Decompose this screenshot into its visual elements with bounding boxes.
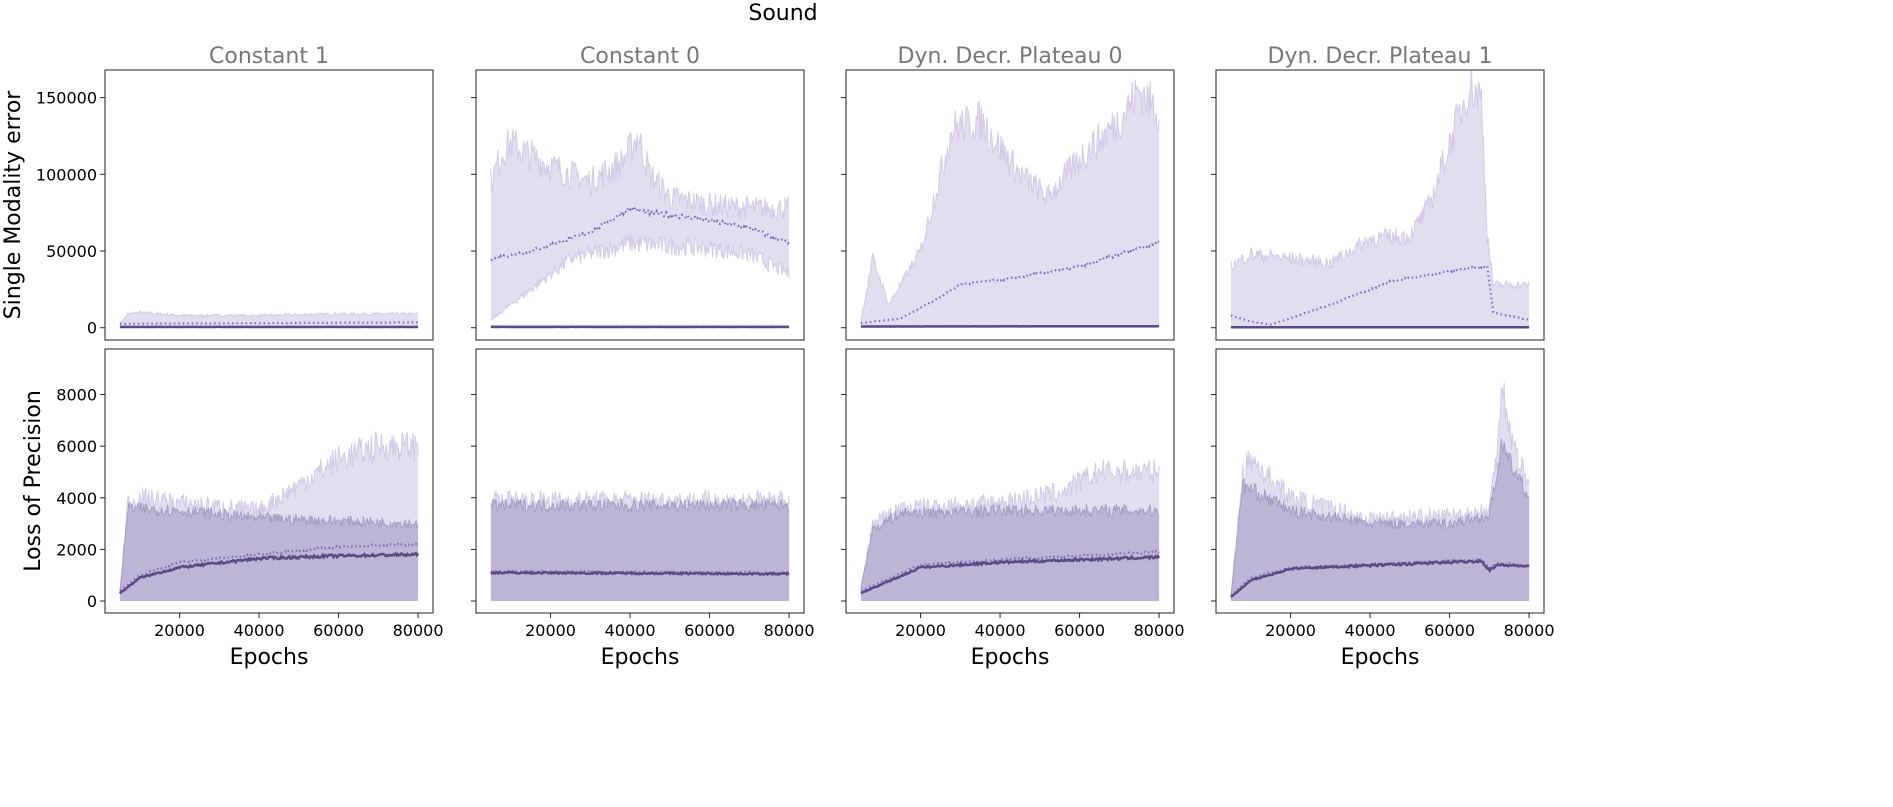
panel-frame (475, 348, 805, 614)
dark-band-fill (119, 502, 419, 601)
dark-band-edge (860, 503, 1160, 589)
dotted-mean-line (860, 239, 1160, 325)
dark-band-edge (119, 502, 419, 594)
x-tick-label: 60000 (1424, 621, 1475, 640)
dotted-mean-line (1230, 558, 1530, 597)
light-band-edge (860, 459, 1160, 588)
upper-band-edge (860, 79, 1160, 321)
panel-frame (845, 69, 1175, 341)
y-tick-label: 8000 (56, 386, 97, 405)
dotted-mean-line (490, 205, 790, 262)
upper-band-fill (1230, 70, 1530, 328)
dark-band-edge (490, 497, 790, 514)
plot-area (860, 79, 1160, 328)
plot-area (119, 310, 419, 329)
upper-band-edge (119, 310, 419, 324)
plot-area (860, 459, 1161, 601)
dark-band-fill (490, 498, 790, 601)
y-tick-label: 50000 (46, 242, 97, 261)
x-axis-label-1: Epochs (230, 645, 309, 670)
upper-band-fill (119, 311, 419, 328)
panel-r2-c4: 20000 40000 60000 80000 (1211, 348, 1555, 640)
upper-band-edge (1230, 70, 1530, 291)
panel-frame (1215, 348, 1545, 614)
x-tick-label: 60000 (313, 621, 364, 640)
x-tick-label: 40000 (975, 621, 1026, 640)
panel-r1-c3 (841, 69, 1175, 341)
panel-frame (104, 348, 434, 614)
x-axis-label-3: Epochs (971, 645, 1050, 670)
figure-title: Sound (748, 1, 817, 26)
panel-frame (104, 69, 434, 341)
y-axis-label-top: Single Modality error (1, 90, 26, 320)
x-axis-label-4: Epochs (1341, 645, 1420, 670)
panel-r1-c1: 0 50000 100000 150000 (36, 69, 434, 341)
y-tick-label: 4000 (56, 489, 97, 508)
x-tick-label: 20000 (525, 621, 576, 640)
dotted-mean-line (1230, 263, 1530, 326)
y-tick-label: 0 (87, 592, 97, 611)
dark-band-edge (1230, 438, 1530, 596)
dotted-mean-line (119, 542, 419, 592)
plot-area (118, 430, 420, 601)
y-tick-label: 100000 (36, 165, 97, 184)
column-title-1: Constant 1 (209, 44, 329, 69)
solid-mean-line (1230, 558, 1530, 599)
plot-area (1230, 70, 1530, 329)
solid-mean-line (860, 554, 1161, 595)
panel-r2-c1: 0 2000 4000 6000 8000 20000 40000 60000 80000 (56, 348, 444, 640)
panel-r2-c3: 20000 40000 60000 80000 (841, 348, 1185, 640)
panel-r1-c4 (1211, 69, 1545, 341)
x-tick-label: 40000 (605, 621, 656, 640)
solid-mean-line (490, 570, 790, 577)
dotted-mean-line (490, 569, 790, 575)
x-tick-label: 80000 (1504, 621, 1555, 640)
x-axis-label-2: Epochs (601, 645, 680, 670)
x-tick-label: 20000 (1265, 621, 1316, 640)
column-title-3: Dyn. Decr. Plateau 0 (898, 44, 1123, 69)
lower-band-gap (490, 234, 790, 325)
plot-area (490, 488, 790, 601)
x-tick-label: 80000 (393, 621, 444, 640)
x-tick-label: 80000 (764, 621, 815, 640)
dark-band-fill (860, 504, 1160, 601)
y-tick-label: 0 (87, 319, 97, 338)
x-tick-label: 40000 (234, 621, 285, 640)
x-tick-label: 20000 (895, 621, 946, 640)
y-tick-label: 2000 (56, 540, 97, 559)
panel-frame (1215, 69, 1545, 341)
lower-band-edge (490, 233, 790, 321)
x-tick-label: 20000 (154, 621, 205, 640)
y-tick-label: 150000 (36, 89, 97, 108)
y-axis-label-bottom: Loss of Precision (21, 390, 46, 572)
x-tick-label: 60000 (684, 621, 735, 640)
column-title-4: Dyn. Decr. Plateau 1 (1268, 44, 1493, 69)
plot-area (1230, 382, 1530, 601)
upper-band-edge (490, 129, 790, 221)
x-tick-label: 60000 (1054, 621, 1105, 640)
x-tick-label: 80000 (1134, 621, 1185, 640)
y-tick-label: 6000 (56, 437, 97, 456)
panel-frame (845, 348, 1175, 614)
panel-r1-c2 (471, 69, 805, 341)
column-title-2: Constant 0 (580, 44, 700, 69)
x-tick-label: 40000 (1345, 621, 1396, 640)
solid-mean-line (118, 551, 420, 595)
plot-area (490, 129, 790, 329)
light-band-edge (119, 430, 419, 594)
light-band-edge (1230, 382, 1530, 597)
dotted-mean-line (119, 321, 419, 326)
panel-r2-c2: 20000 40000 60000 80000 (471, 348, 815, 640)
panel-frame (475, 69, 805, 341)
